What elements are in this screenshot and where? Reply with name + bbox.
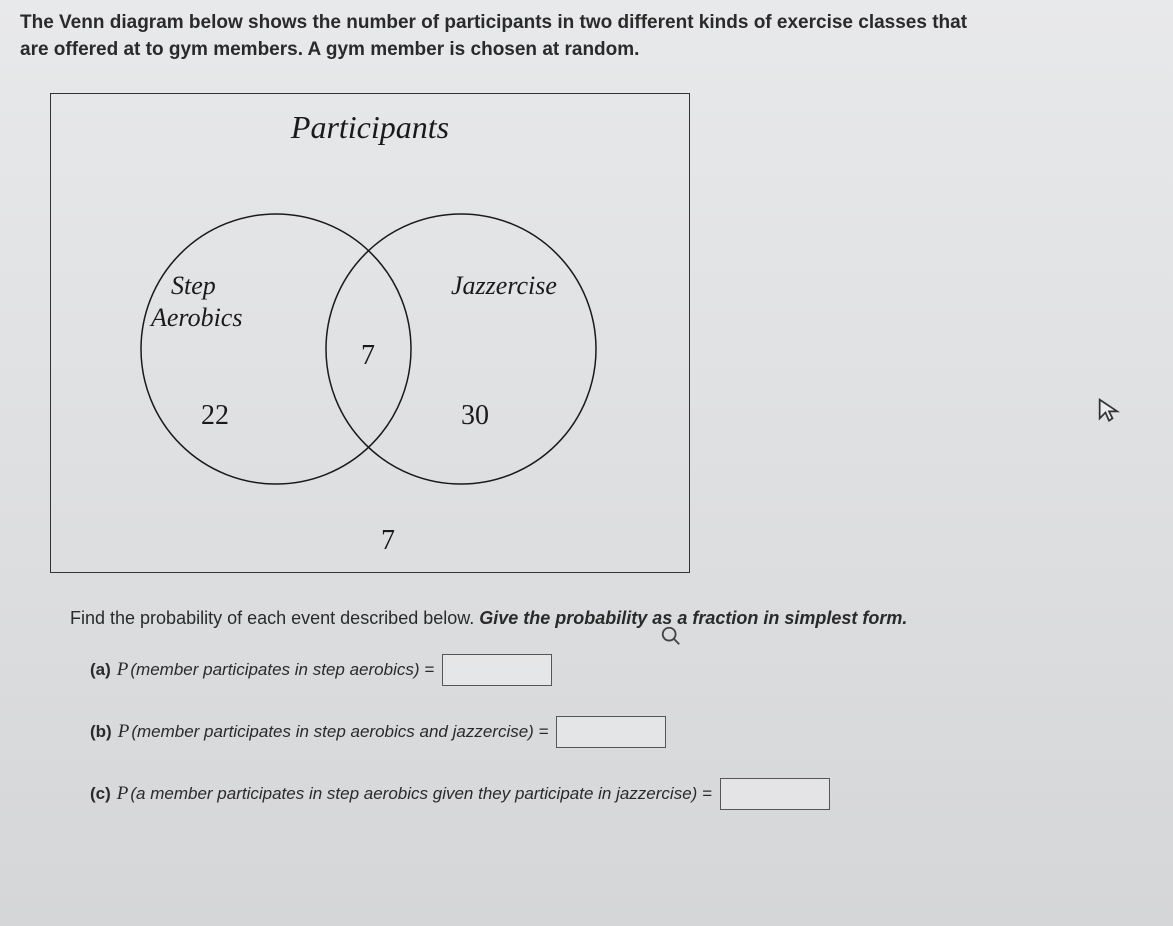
instruction-plain: Find the probability of each event descr… — [70, 608, 479, 628]
venn-diagram-box: Participants Step Aerobics Jazzercise 22… — [50, 93, 690, 573]
answer-box-a[interactable] — [442, 654, 552, 686]
question-a-p: P — [117, 659, 129, 681]
question-a-text: (member participates in step aerobics) = — [130, 660, 434, 680]
question-b-label: (b) — [90, 722, 112, 742]
left-label-line1: Step — [171, 271, 216, 300]
left-only-value: 22 — [201, 400, 229, 431]
question-b-p: P — [118, 721, 130, 743]
outside-value: 7 — [381, 525, 395, 557]
right-only-value: 30 — [461, 400, 489, 431]
question-c-label: (c) — [90, 784, 111, 804]
question-b-text: (member participates in step aerobics an… — [131, 722, 548, 742]
venn-svg: Step Aerobics Jazzercise 22 7 30 — [111, 164, 631, 544]
question-prompt: The Venn diagram below shows the number … — [20, 10, 1153, 63]
question-a: (a) P (member participates in step aerob… — [90, 654, 1153, 686]
right-label: Jazzercise — [451, 271, 557, 300]
question-a-label: (a) — [90, 660, 111, 680]
question-c-text: (a member participates in step aerobics … — [130, 784, 712, 804]
prompt-line1: The Venn diagram below shows the number … — [20, 12, 967, 33]
left-label-line2: Aerobics — [149, 303, 242, 332]
answer-box-c[interactable] — [720, 778, 830, 810]
cursor-icon — [1095, 395, 1123, 431]
intersection-value: 7 — [361, 340, 375, 371]
question-b: (b) P (member participates in step aerob… — [90, 716, 1153, 748]
instruction-italic: Give the probability as a fraction in si… — [479, 608, 907, 628]
prompt-line2: are offered at to gym members. A gym mem… — [20, 39, 639, 60]
question-c-p: P — [117, 783, 129, 805]
question-c: (c) P (a member participates in step aer… — [90, 778, 1153, 810]
venn-title: Participants — [291, 109, 449, 146]
magnify-icon[interactable] — [660, 625, 682, 653]
instruction-text: Find the probability of each event descr… — [70, 608, 1153, 629]
answer-box-b[interactable] — [556, 716, 666, 748]
